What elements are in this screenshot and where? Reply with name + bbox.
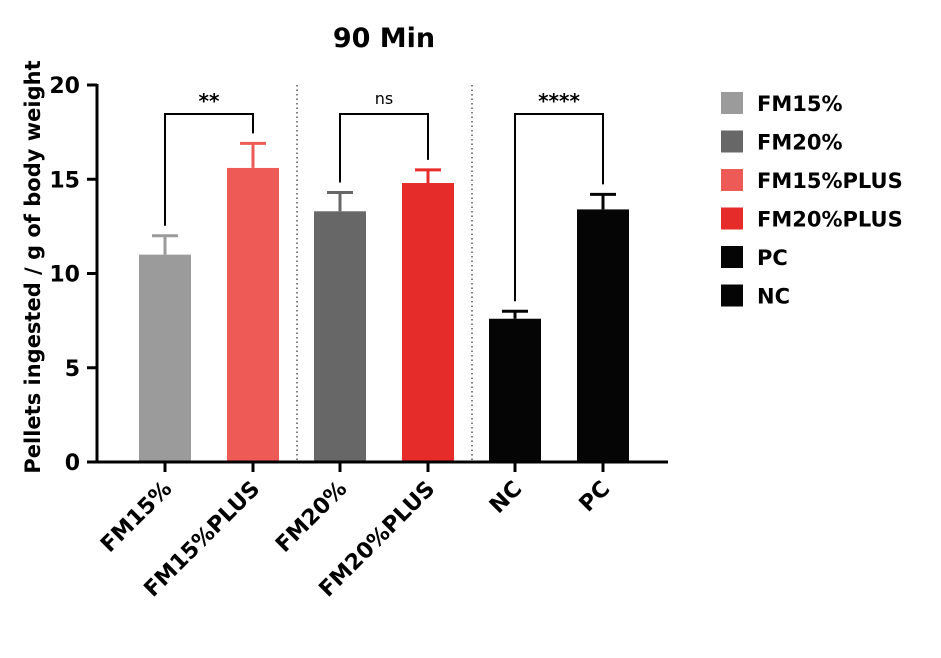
legend-label-4: FM20%PLUS	[757, 208, 903, 232]
significance-label-3: ****	[538, 89, 580, 113]
significance-bracket-1	[164, 113, 254, 226]
legend-swatch-3	[721, 169, 743, 191]
x-tick-label-1: FM15%	[96, 477, 177, 558]
legend-swatch-1	[721, 92, 743, 114]
y-tick-label-1: 0	[65, 451, 80, 476]
legend-label-3: FM15%PLUS	[757, 169, 903, 193]
legend-swatch-6	[721, 284, 743, 307]
legend-label-1: FM15%	[757, 92, 843, 116]
legend-swatch-5	[721, 246, 743, 268]
legend-swatch-2	[721, 130, 743, 153]
y-tick-label-3: 10	[49, 263, 80, 288]
bar-3	[314, 211, 366, 462]
y-axis-label: Pellets ingested / g of body weight	[21, 60, 45, 473]
bar-5	[489, 318, 541, 462]
legend-swatch-4	[721, 207, 743, 230]
legend-label-2: FM20%	[757, 131, 843, 155]
y-tick-label-4: 15	[49, 168, 80, 193]
legend: FM15% FM20% FM15%PLUS FM20%PLUS PC NC	[721, 92, 903, 309]
legend-label-5: PC	[757, 246, 788, 270]
significance-label-1: **	[199, 89, 220, 113]
x-tick-label-6: PC	[575, 477, 616, 518]
significance-bracket-3	[514, 113, 604, 302]
y-tick-label-5: 20	[49, 74, 80, 99]
x-tick-label-3: FM20%	[271, 477, 352, 558]
chart-title: 90 Min	[333, 23, 435, 54]
significance-bracket-2	[339, 113, 429, 183]
x-tick-label-5: NC	[485, 477, 527, 519]
legend-label-6: NC	[757, 285, 790, 309]
bar-2	[227, 167, 279, 462]
bar-4	[402, 183, 454, 462]
significance-label-2: ns	[375, 89, 393, 108]
y-tick-label-2: 5	[65, 357, 80, 382]
bar-1	[139, 254, 191, 462]
bar-6	[577, 209, 629, 462]
